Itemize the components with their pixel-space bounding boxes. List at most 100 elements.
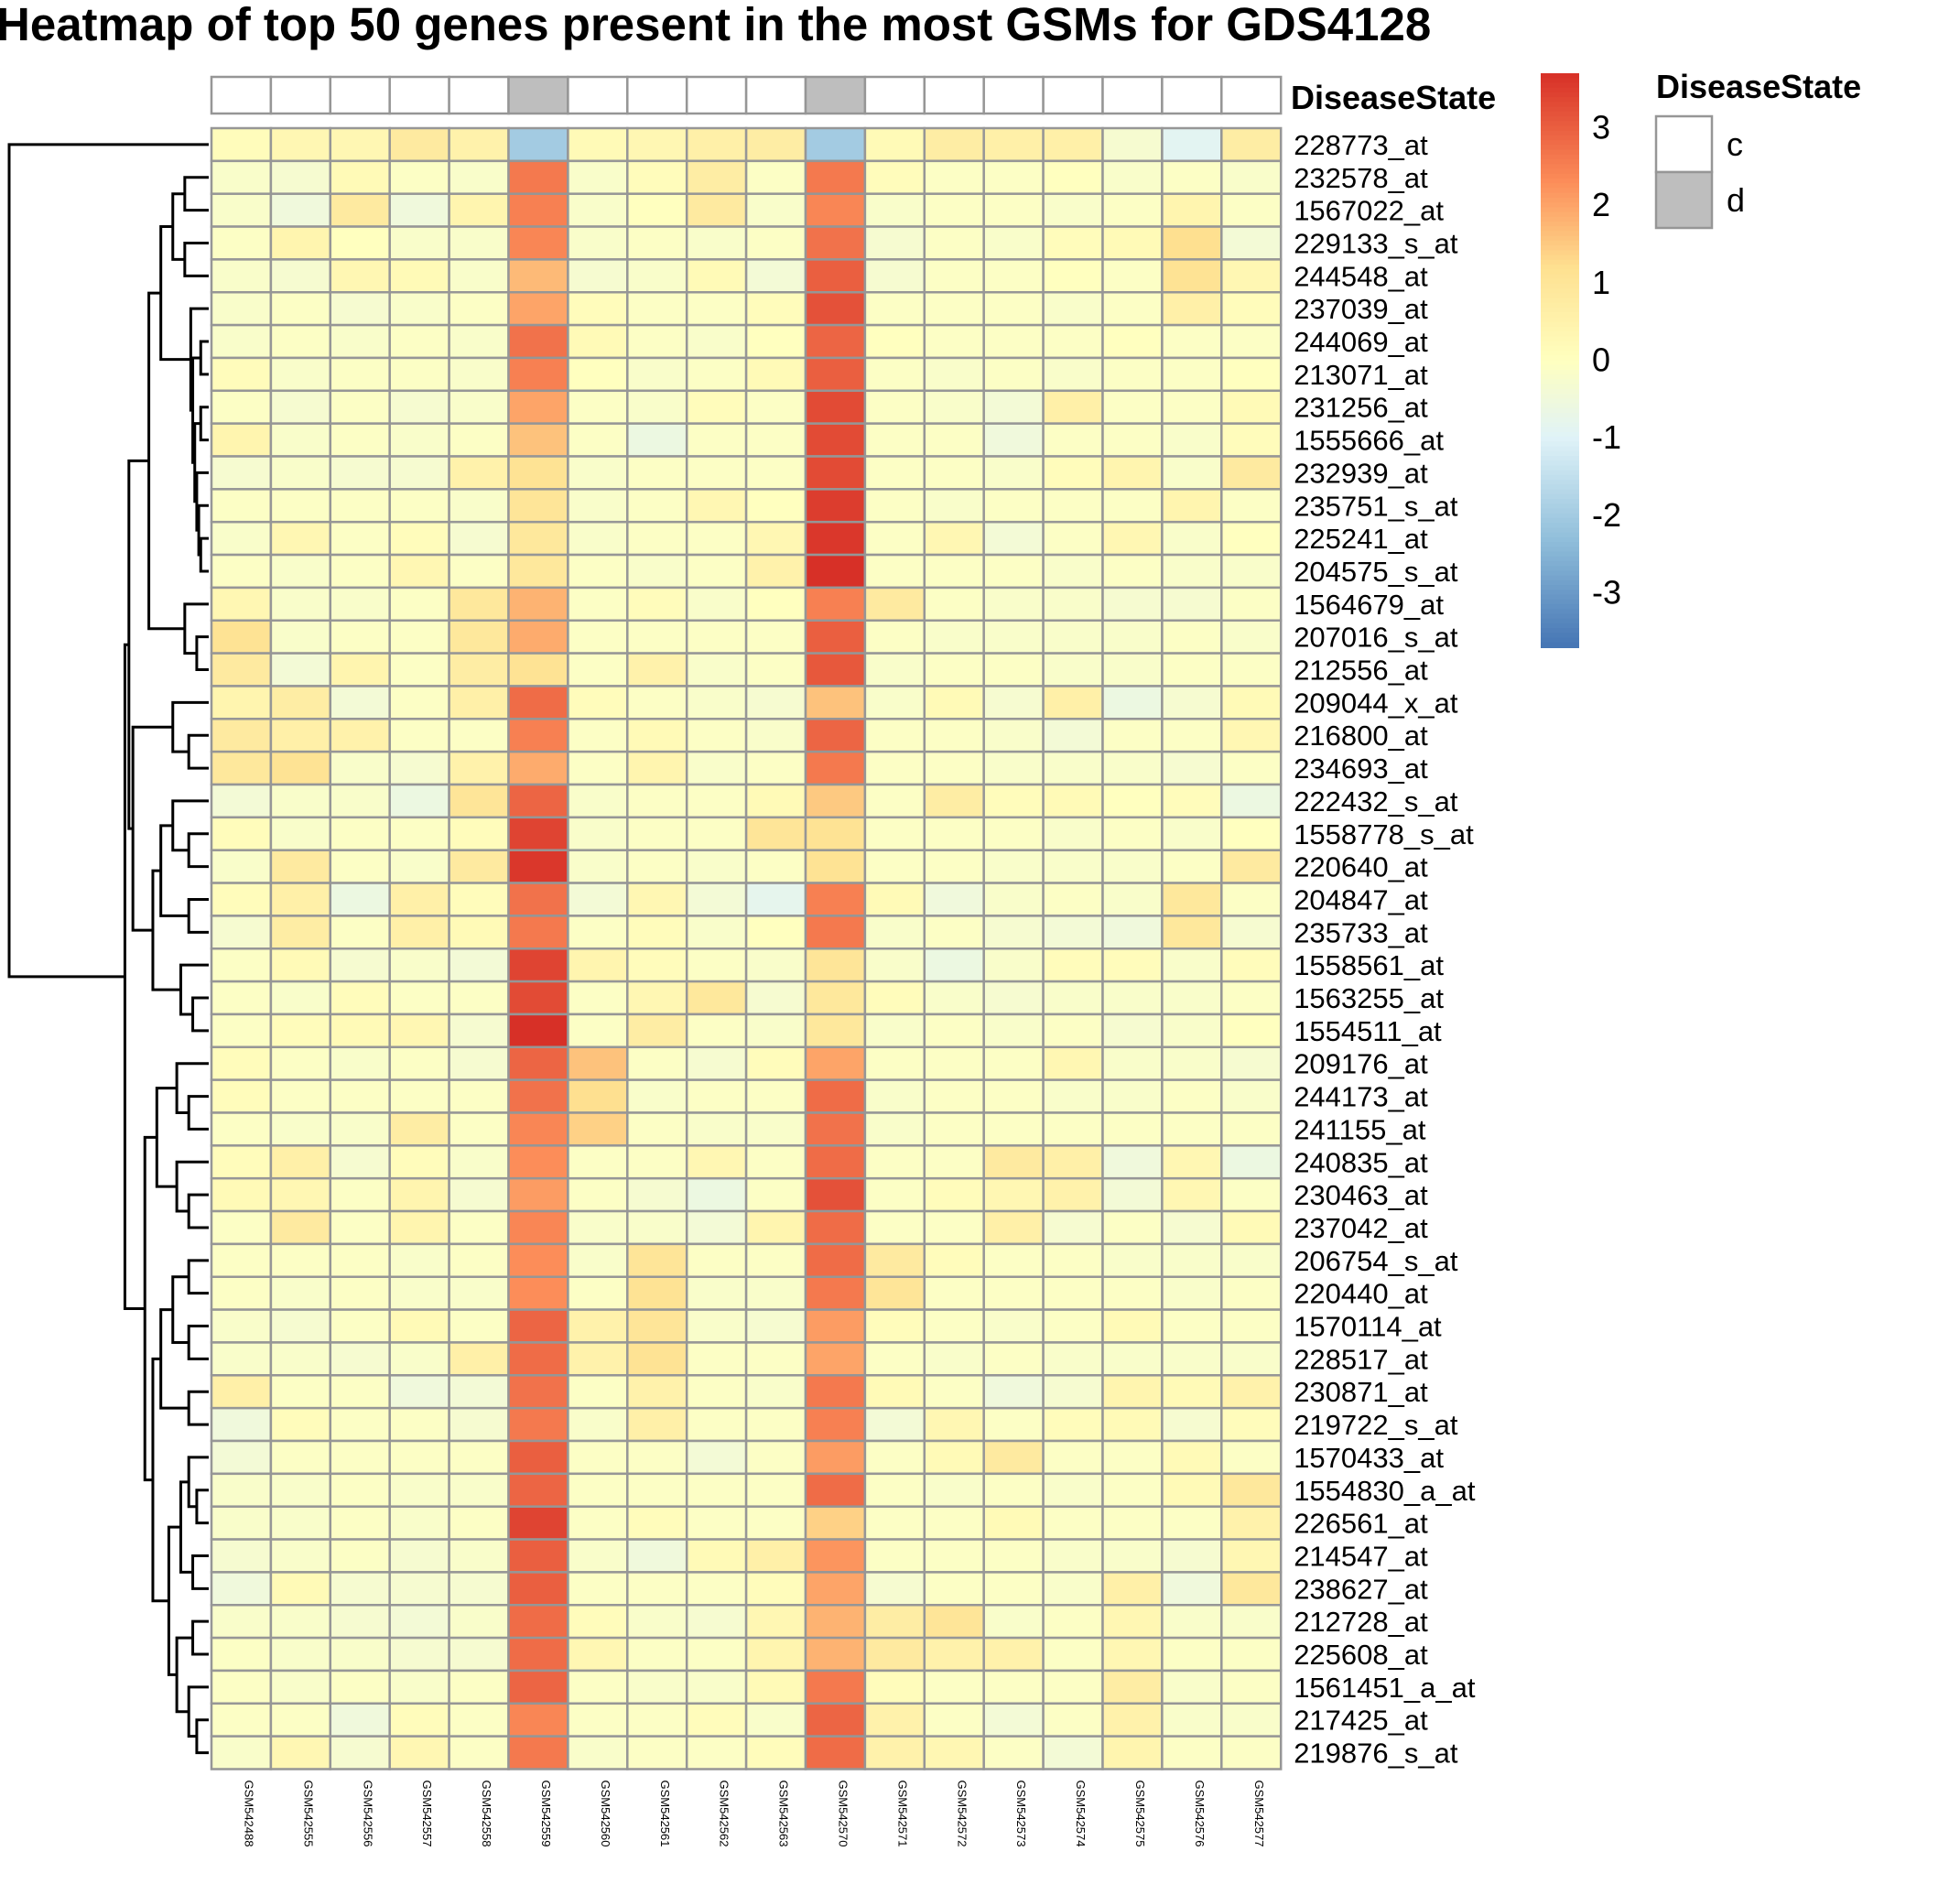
heatmap-cell [269, 1374, 332, 1410]
heatmap-cell [1161, 685, 1223, 720]
heatmap-cell [329, 488, 391, 524]
heatmap-cell [685, 1045, 748, 1081]
dendrogram-branch [143, 1135, 157, 1482]
dendrogram-branch [199, 536, 209, 573]
row-label: 228773_at [1294, 129, 1428, 161]
row-label: 1570433_at [1294, 1442, 1444, 1474]
colorbar-segment [1541, 403, 1579, 409]
heatmap-cell [1161, 159, 1223, 195]
heatmap-cell [863, 1045, 926, 1081]
heatmap-cell [210, 488, 273, 524]
heatmap-cell [863, 192, 926, 228]
heatmap-cell [448, 225, 510, 261]
heatmap-cell [744, 192, 807, 228]
row-label: 244548_at [1294, 260, 1428, 292]
heatmap-cell [1220, 750, 1283, 786]
heatmap-cell [1220, 1176, 1283, 1213]
colorbar-segment [1541, 508, 1579, 514]
heatmap-cell [269, 225, 332, 261]
colorbar-segment [1541, 465, 1579, 471]
dendrogram-branch [171, 700, 209, 753]
row-label: 1558561_at [1294, 949, 1444, 981]
row-label: 1554830_a_at [1294, 1475, 1476, 1507]
row-label: 232578_at [1294, 162, 1428, 194]
colorbar-segment [1541, 116, 1579, 123]
heatmap-cell [210, 586, 273, 623]
heatmap-cell [804, 1341, 867, 1377]
column-label: GSM542575 [1133, 1781, 1147, 1847]
heatmap-cell [1220, 619, 1283, 655]
heatmap-cell [863, 1702, 926, 1738]
heatmap-cell [1101, 816, 1164, 851]
heatmap-cell [923, 1275, 985, 1311]
heatmap-cell [1042, 1538, 1104, 1574]
heatmap-cell [210, 1111, 273, 1147]
heatmap-cell [923, 1078, 985, 1114]
heatmap-cell [685, 455, 748, 491]
heatmap-cell [1042, 1144, 1104, 1180]
heatmap-cell [210, 356, 273, 393]
heatmap-cell [448, 422, 510, 458]
dendrogram-branch [191, 1619, 209, 1656]
heatmap-cell [448, 718, 510, 753]
heatmap-cell [982, 1735, 1045, 1770]
heatmap-cell [863, 750, 926, 786]
heatmap-cell [804, 291, 867, 327]
heatmap-cell [1042, 1176, 1104, 1213]
annotation-track-label: DiseaseState [1291, 79, 1496, 116]
row-label: 209176_at [1294, 1048, 1428, 1080]
colorbar-tick-label: 1 [1592, 264, 1610, 301]
colorbar-segment [1541, 556, 1579, 562]
heatmap-cell [1220, 1144, 1283, 1180]
colorbar-segment [1541, 579, 1579, 587]
heatmap-cell [1220, 356, 1283, 393]
heatmap-cell [1101, 159, 1164, 195]
heatmap-cell [863, 1341, 926, 1377]
heatmap-cell [1042, 816, 1104, 851]
colorbar-segment [1541, 331, 1579, 338]
heatmap-cell [329, 389, 391, 425]
heatmap-cell [923, 1144, 985, 1180]
annotation-cell [388, 75, 450, 115]
heatmap-cell [329, 1308, 391, 1344]
heatmap-cell [329, 783, 391, 819]
colorbar-tick-label: 3 [1592, 108, 1610, 146]
heatmap-cell [626, 291, 688, 327]
heatmap-cell [448, 586, 510, 623]
heatmap-cell [1161, 1308, 1223, 1344]
heatmap-cell [685, 1604, 748, 1640]
heatmap-cell [804, 1735, 867, 1770]
heatmap-cell [1161, 1374, 1223, 1410]
heatmap-cell [626, 520, 688, 557]
heatmap-cell [982, 225, 1045, 261]
column-label: GSM542488 [242, 1781, 255, 1847]
heatmap-cell [329, 1505, 391, 1541]
heatmap-cell [567, 323, 629, 360]
heatmap-cell [626, 159, 688, 195]
heatmap-cell [1101, 652, 1164, 688]
heatmap-cell [1042, 356, 1104, 393]
heatmap-cell [269, 323, 332, 360]
heatmap-cell [448, 126, 510, 163]
heatmap-cell [744, 915, 807, 950]
heatmap-cell [567, 225, 629, 261]
heatmap-cell [210, 1242, 273, 1279]
colorbar-segment [1541, 73, 1579, 80]
heatmap-cell [1161, 980, 1223, 1016]
heatmap-cell [863, 389, 926, 425]
heatmap-cell [685, 126, 748, 163]
heatmap-cell [1042, 389, 1104, 425]
heatmap-cell [744, 488, 807, 524]
heatmap-cell [507, 422, 569, 458]
heatmap-cell [804, 619, 867, 655]
heatmap-cell [923, 1505, 985, 1541]
heatmap-cell [210, 1669, 273, 1705]
dendrogram-branch [187, 1456, 209, 1509]
colorbar-segment [1541, 536, 1579, 544]
colorbar-segment [1541, 618, 1579, 624]
heatmap-cell [210, 1275, 273, 1311]
heatmap-cell [626, 192, 688, 228]
heatmap-cell [863, 159, 926, 195]
dendrogram-branch [179, 1480, 193, 1574]
heatmap-cell [626, 1604, 688, 1640]
